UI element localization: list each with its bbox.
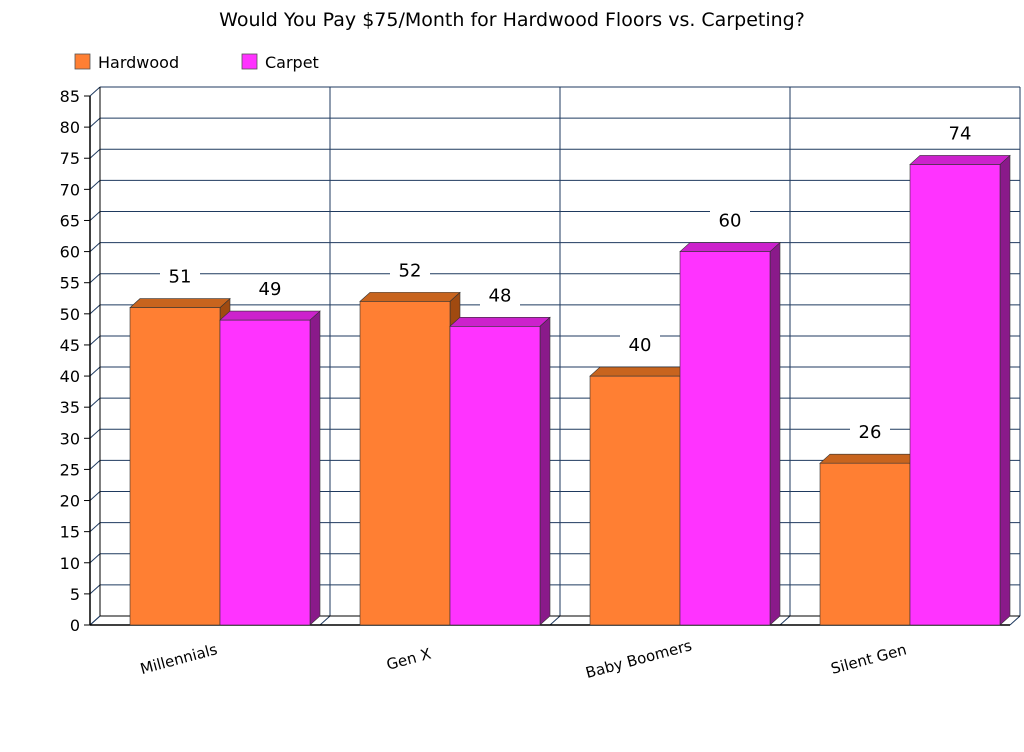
floor-line — [549, 615, 561, 626]
bar-side-carpet — [539, 316, 551, 626]
bar-carpet — [219, 319, 311, 626]
data-label-bg — [390, 259, 430, 282]
legend-label-hardwood: Hardwood — [98, 53, 179, 72]
legend-swatch-carpet — [241, 53, 258, 70]
data-label-bg — [620, 334, 660, 357]
bar-carpet — [909, 164, 1001, 626]
bar-hardwood — [819, 462, 911, 626]
gridline-depth — [89, 335, 101, 346]
y-tick-label: 20 — [60, 492, 80, 511]
y-tick-label: 60 — [60, 243, 80, 262]
y-tick-label: 10 — [60, 554, 80, 573]
bar-top-carpet — [679, 242, 781, 252]
y-tick-label: 55 — [60, 274, 80, 293]
y-tick-label: 45 — [60, 336, 80, 355]
bar-top-hardwood — [359, 292, 461, 302]
data-label-hardwood: 26 — [859, 422, 882, 443]
bar-carpet — [449, 325, 541, 626]
data-label-carpet: 49 — [259, 279, 282, 300]
y-tick-label: 25 — [60, 460, 80, 479]
data-label-carpet: 48 — [489, 285, 512, 306]
bar-carpet — [679, 251, 771, 626]
data-label-bg — [250, 278, 290, 301]
data-label-carpet: 74 — [949, 123, 972, 144]
y-tick-label: 65 — [60, 211, 80, 230]
bar-side-carpet — [309, 310, 321, 626]
gridline-depth — [89, 428, 101, 439]
legend: Hardwood Carpet — [74, 53, 319, 72]
y-tick-label: 35 — [60, 398, 80, 417]
bar-side-carpet — [999, 154, 1011, 626]
bar-hardwood — [589, 375, 681, 626]
category-label: Baby Boomers — [584, 636, 694, 682]
gridline-depth — [89, 148, 101, 159]
category-label: Silent Gen — [829, 640, 909, 677]
y-tick-label: 50 — [60, 305, 80, 324]
floor-line — [89, 615, 101, 626]
gridline-depth — [89, 86, 101, 97]
legend-label-carpet: Carpet — [265, 53, 319, 72]
gridline-depth — [89, 273, 101, 284]
data-label-bg — [850, 421, 890, 444]
y-tick-label: 30 — [60, 429, 80, 448]
bar-hardwood — [359, 301, 451, 626]
gridline-depth — [89, 553, 101, 564]
data-label-hardwood: 52 — [399, 260, 422, 281]
category-labels: Millennials Gen X Baby Boomers Silent Gen — [138, 636, 908, 682]
y-tick-label: 85 — [60, 87, 80, 106]
bar-top-carpet — [219, 310, 321, 321]
bar-hardwood — [129, 307, 221, 626]
data-label-bg — [160, 265, 200, 288]
gridline-depth — [89, 366, 101, 377]
y-tick-label: 0 — [70, 616, 80, 635]
category-label: Gen X — [384, 645, 433, 674]
y-tick-label: 5 — [70, 585, 80, 604]
gridline-depth — [89, 304, 101, 315]
floor-line — [319, 615, 331, 626]
data-label-carpet: 60 — [719, 211, 742, 232]
y-axis-ticks: 0 5 10 15 20 25 30 35 40 45 50 55 60 65 70 75 80 85 — [60, 87, 90, 635]
bar-top-hardwood — [819, 453, 921, 464]
legend-swatch-hardwood — [74, 53, 91, 70]
gridline-depth — [89, 397, 101, 408]
data-label-hardwood: 40 — [629, 335, 652, 356]
gridline-depth — [89, 584, 101, 595]
y-tick-label: 15 — [60, 523, 80, 542]
data-label-bg — [940, 122, 980, 145]
gridline-depth — [89, 522, 101, 533]
gridline-depth — [89, 460, 101, 470]
data-label-hardwood: 51 — [169, 267, 192, 288]
gridline-depth — [89, 242, 101, 252]
y-tick-label: 75 — [60, 149, 80, 168]
data-labels: 51 49 52 48 40 60 26 74 — [160, 122, 980, 444]
bar-side-carpet — [769, 241, 781, 626]
gridline-depth — [89, 491, 101, 501]
category-label: Millennials — [138, 640, 219, 678]
floor-line — [779, 615, 791, 626]
bar-top-carpet — [449, 316, 551, 327]
bars — [129, 154, 1011, 626]
gridline-depth — [89, 179, 101, 190]
bar-top-carpet — [909, 155, 1011, 165]
data-label-bg — [710, 209, 750, 232]
y-tick-label: 80 — [60, 118, 80, 137]
floor-line — [1009, 615, 1021, 626]
gridline-depth — [89, 211, 101, 221]
bar-top-hardwood — [129, 298, 231, 308]
y-tick-label: 40 — [60, 367, 80, 386]
data-label-bg — [480, 284, 520, 307]
chart-title: Would You Pay $75/Month for Hardwood Flo… — [219, 9, 805, 31]
bar-top-hardwood — [589, 366, 691, 377]
y-tick-label: 70 — [60, 180, 80, 199]
gridline-depth — [89, 117, 101, 128]
